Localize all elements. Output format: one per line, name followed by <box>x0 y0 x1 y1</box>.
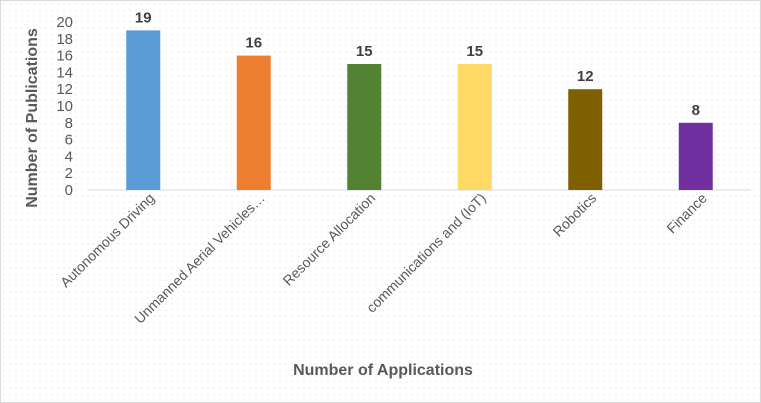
y-tick-label: 20 <box>56 14 73 31</box>
y-tick-label: 10 <box>56 98 73 115</box>
data-label: 19 <box>135 9 152 26</box>
bars <box>126 30 713 191</box>
bar <box>236 55 271 190</box>
x-tick-label: Finance <box>663 190 710 237</box>
x-tick-label: Robotics <box>550 190 600 240</box>
data-label: 15 <box>466 43 483 60</box>
y-tick-label: 0 <box>65 182 73 199</box>
bar <box>457 64 492 190</box>
x-tick-label: communications and (IoT) <box>363 190 489 316</box>
y-tick-label: 12 <box>56 81 73 98</box>
x-axis-title: Number of Applications <box>293 362 473 379</box>
bar <box>678 122 713 190</box>
y-tick-label: 4 <box>65 148 73 165</box>
data-label: 15 <box>356 43 373 60</box>
y-tick-label: 18 <box>56 31 73 48</box>
y-tick-label: 6 <box>65 132 73 149</box>
bar <box>347 64 382 190</box>
x-tick-label: Resource Allocation <box>280 190 379 289</box>
bar <box>126 30 161 191</box>
data-label: 12 <box>577 68 594 85</box>
y-tick-label: 14 <box>56 64 73 81</box>
data-labels: 19 16 15 15 12 8 <box>135 9 700 118</box>
x-tick-label: Unmanned Aerial Vehicles… <box>131 190 268 327</box>
y-tick-label: 16 <box>56 48 73 65</box>
bar <box>568 89 603 190</box>
y-tick-label: 8 <box>65 115 73 132</box>
data-label: 16 <box>245 35 262 52</box>
y-tick-label: 2 <box>65 165 73 182</box>
y-axis-title: Number of Publications <box>24 28 41 208</box>
x-tick-label: Autonomous Driving <box>57 190 157 290</box>
data-label: 8 <box>692 102 700 119</box>
